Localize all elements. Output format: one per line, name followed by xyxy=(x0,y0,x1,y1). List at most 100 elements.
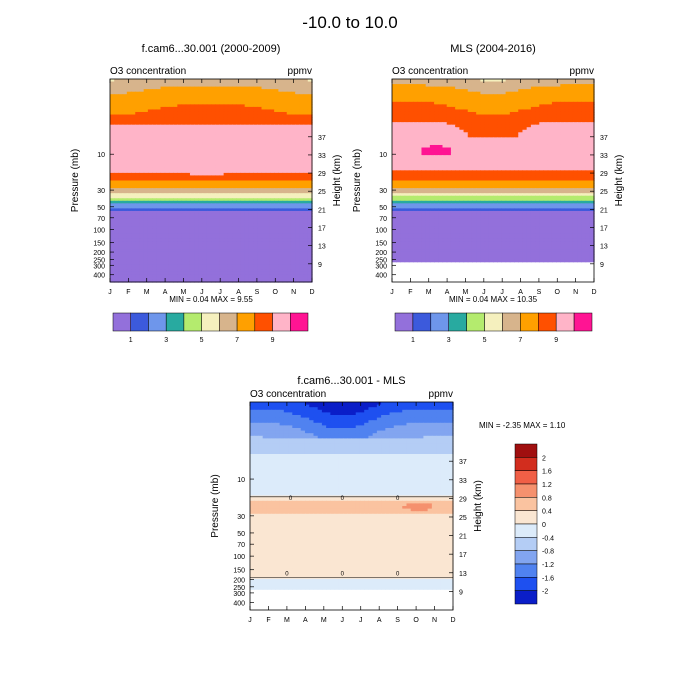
field-cell xyxy=(211,114,216,118)
field-cell xyxy=(122,167,128,171)
field-cell xyxy=(269,111,275,116)
field-cell xyxy=(244,129,250,133)
field-cell xyxy=(215,228,221,232)
field-cell xyxy=(173,172,178,177)
field-cell xyxy=(253,170,258,174)
field-cell xyxy=(286,205,292,210)
field-cell xyxy=(168,129,174,133)
field-cell xyxy=(156,208,162,212)
field-cell xyxy=(143,251,149,255)
field-cell xyxy=(227,81,233,85)
field-cell xyxy=(152,124,157,128)
field-cell xyxy=(299,91,305,95)
field-cell xyxy=(152,243,157,248)
field-cell xyxy=(211,139,216,144)
field-cell xyxy=(177,259,183,263)
field-cell xyxy=(299,231,305,235)
field-cell xyxy=(248,243,254,248)
field-cell xyxy=(269,221,275,225)
field-cell xyxy=(152,254,157,258)
field-cell xyxy=(198,241,204,245)
pressure-tick-label: 200 xyxy=(93,250,105,257)
field-cell xyxy=(168,172,174,177)
field-cell xyxy=(189,228,195,232)
field-cell xyxy=(135,264,141,268)
field-cell xyxy=(278,101,284,105)
field-cell xyxy=(168,142,174,146)
field-cell xyxy=(189,86,195,90)
field-cell xyxy=(236,152,242,156)
field-cell xyxy=(244,109,250,113)
field-cell xyxy=(286,81,292,85)
field-cell xyxy=(248,236,254,240)
field-cell xyxy=(227,200,233,204)
field-cell xyxy=(240,99,246,103)
field-cell xyxy=(126,134,132,138)
field-cell xyxy=(185,190,191,194)
field-cell xyxy=(198,200,204,204)
field-cell xyxy=(282,223,288,227)
field-cell xyxy=(240,200,246,204)
field-cell xyxy=(147,183,153,187)
field-cell xyxy=(295,190,300,194)
field-cell xyxy=(110,233,115,237)
field-cell xyxy=(215,195,221,199)
field-cell xyxy=(307,134,313,138)
x-tick-label: D xyxy=(309,289,314,296)
colorbar-label: 1 xyxy=(129,337,133,344)
field-cell xyxy=(122,193,128,197)
field-cell xyxy=(232,183,237,187)
field-cell xyxy=(185,91,191,95)
field-cell xyxy=(206,198,212,202)
field-cell xyxy=(122,91,128,95)
field-cell xyxy=(202,264,208,268)
field-cell xyxy=(126,183,132,187)
field-cell xyxy=(206,190,212,194)
field-cell xyxy=(139,221,145,225)
field-cell xyxy=(257,81,263,85)
field-cell xyxy=(232,190,237,194)
field-cell xyxy=(269,101,275,105)
field-cell xyxy=(274,259,279,263)
field-cell xyxy=(303,155,309,159)
field-cell xyxy=(173,251,178,255)
field-cell xyxy=(152,144,157,149)
field-cell xyxy=(189,203,195,207)
field-cell xyxy=(110,142,115,146)
field-cell xyxy=(244,193,250,197)
field-cell xyxy=(152,190,157,194)
field-cell xyxy=(219,81,225,85)
field-cell xyxy=(261,246,267,250)
field-cell xyxy=(173,205,178,210)
field-cell xyxy=(295,233,300,237)
field-cell xyxy=(114,84,120,88)
field-cell xyxy=(194,111,199,116)
field-cell xyxy=(253,177,258,182)
field-cell xyxy=(236,109,242,113)
field-cell xyxy=(261,144,267,149)
field-cell xyxy=(253,223,258,227)
field-cell xyxy=(185,236,191,240)
field-cell xyxy=(206,249,212,253)
field-cell xyxy=(126,157,132,161)
field-cell xyxy=(135,259,141,263)
field-cell xyxy=(152,249,157,253)
field-cell xyxy=(164,111,170,116)
field-cell xyxy=(236,89,242,93)
field-cell xyxy=(215,190,221,194)
field-cell xyxy=(299,213,305,217)
field-cell xyxy=(168,238,174,242)
field-cell xyxy=(295,147,300,151)
field-cell xyxy=(261,96,267,100)
field-cell xyxy=(114,185,120,189)
field-cell xyxy=(110,84,115,88)
field-cell xyxy=(303,122,309,126)
field-cell xyxy=(143,165,149,169)
field-cell xyxy=(147,238,153,242)
field-cell xyxy=(181,185,187,189)
field-cell xyxy=(202,185,208,189)
field-cell xyxy=(164,101,170,105)
field-cell xyxy=(118,157,124,161)
field-cell xyxy=(282,183,288,187)
